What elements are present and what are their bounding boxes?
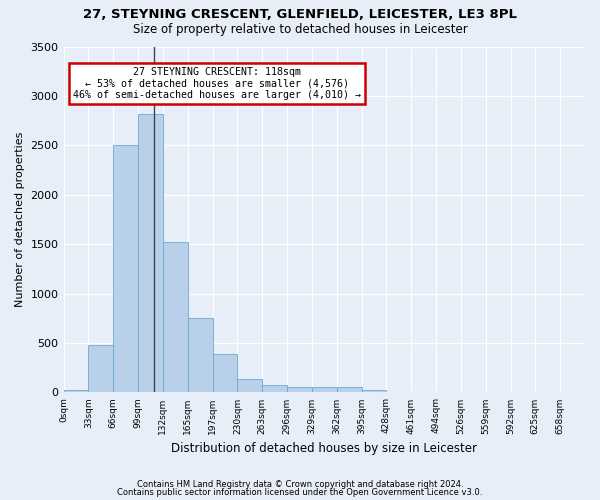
Bar [64, 390, 88, 392]
Text: Size of property relative to detached houses in Leicester: Size of property relative to detached ho… [133, 22, 467, 36]
Bar [362, 390, 386, 392]
Bar [138, 114, 163, 392]
Bar [337, 387, 362, 392]
Text: Contains public sector information licensed under the Open Government Licence v3: Contains public sector information licen… [118, 488, 482, 497]
Text: 27 STEYNING CRESCENT: 118sqm
← 53% of detached houses are smaller (4,576)
46% of: 27 STEYNING CRESCENT: 118sqm ← 53% of de… [73, 68, 361, 100]
X-axis label: Distribution of detached houses by size in Leicester: Distribution of detached houses by size … [171, 442, 477, 455]
Text: 27, STEYNING CRESCENT, GLENFIELD, LEICESTER, LE3 8PL: 27, STEYNING CRESCENT, GLENFIELD, LEICES… [83, 8, 517, 20]
Text: Contains HM Land Registry data © Crown copyright and database right 2024.: Contains HM Land Registry data © Crown c… [137, 480, 463, 489]
Bar [238, 378, 262, 392]
Bar [312, 387, 337, 392]
Bar [113, 146, 138, 392]
Bar [212, 354, 238, 393]
Bar [262, 385, 287, 392]
Y-axis label: Number of detached properties: Number of detached properties [15, 132, 25, 307]
Bar [163, 242, 188, 392]
Bar [188, 318, 212, 392]
Bar [88, 345, 113, 393]
Bar [287, 387, 312, 392]
